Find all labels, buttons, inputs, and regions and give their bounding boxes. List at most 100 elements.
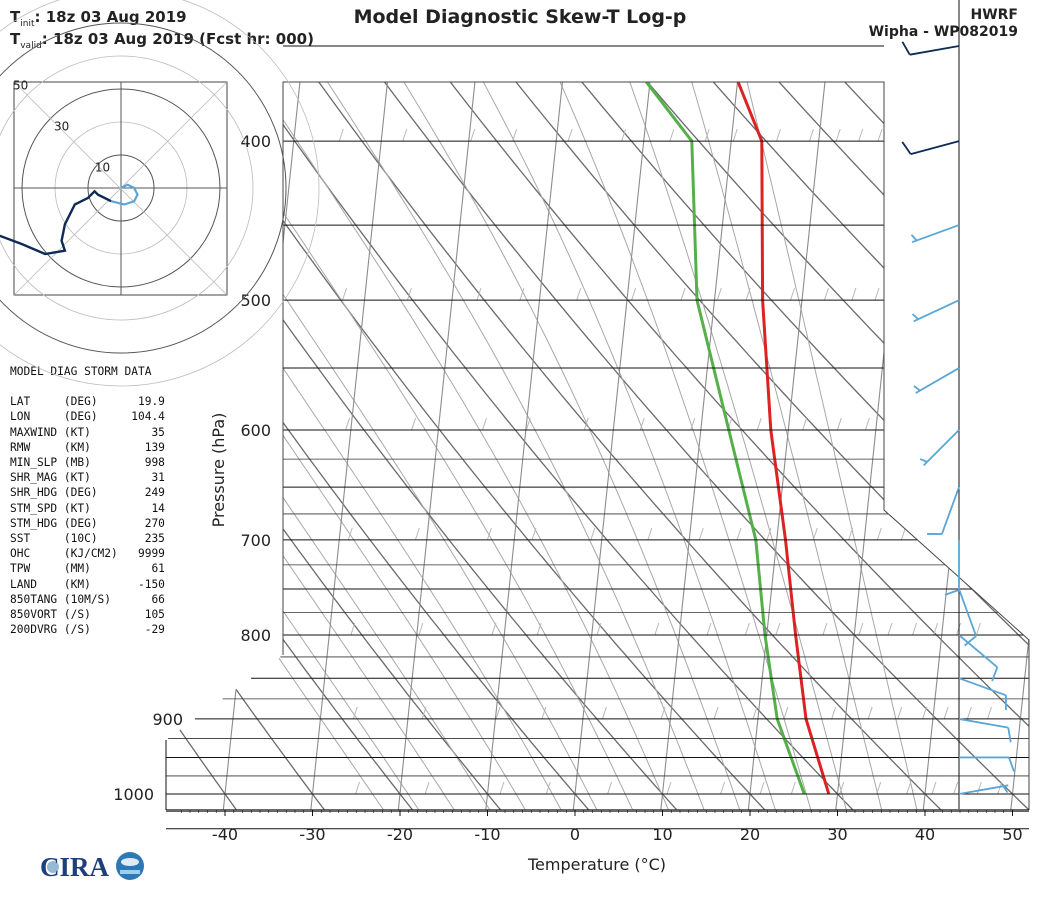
hodograph-diag [13, 81, 228, 296]
moist-adiabat [166, 82, 502, 810]
isotherm [0, 0, 48, 829]
logo-seal-cloud [121, 858, 139, 866]
hodograph-lower-trace [110, 183, 139, 206]
diag-row: SHR_HDG (DEG) 249 [10, 486, 165, 500]
dry-adiabat [166, 82, 517, 810]
mixing-ratio-mark [519, 287, 525, 301]
moist-adiabat [166, 82, 397, 810]
mixing-ratio-mark [864, 417, 870, 431]
dry-adiabat [166, 82, 606, 810]
mixing-ratio-mark [966, 706, 972, 720]
mixing-ratio-mark [706, 622, 712, 636]
mixing-ratio-mark [631, 287, 637, 301]
mixing-ratio-mark [406, 287, 412, 301]
dry-adiabat [166, 82, 1029, 810]
y-tick-label: 400 [240, 132, 271, 151]
moist-adiabat [545, 82, 887, 810]
isotherm [745, 82, 924, 810]
x-tick-label: 0 [570, 825, 580, 844]
mixing-ratio-mark [666, 781, 672, 795]
hodograph-ring-label: 30 [54, 120, 69, 134]
mixing-ratio-mark [809, 128, 814, 142]
mixing-ratio-mark [418, 622, 424, 636]
mixing-ratio-mark [897, 706, 903, 720]
x-tick-label: -40 [212, 825, 238, 844]
diag-row: OHC (KJ/CM2) 9999 [10, 547, 165, 561]
mixing-ratio-mark [876, 527, 882, 541]
mixing-ratio-mark [823, 287, 829, 301]
mixing-ratio-mark [647, 527, 653, 541]
dry-adiabat [166, 82, 1029, 810]
mixing-ratio-mark [752, 706, 758, 720]
mixing-ratio-mark [831, 706, 837, 720]
dry-adiabat [454, 82, 1029, 810]
barb-half [1002, 785, 1009, 794]
diag-row: STM_HDG (DEG) 270 [10, 516, 165, 530]
hodograph-ring [0, 22, 287, 354]
x-tick-label: -10 [474, 825, 500, 844]
barb-staff [910, 140, 960, 155]
mixing-ratio-mark [590, 527, 596, 541]
mixing-ratio-mark [953, 781, 959, 795]
dry-adiabat [166, 82, 695, 810]
mixing-ratio-mark [776, 128, 781, 142]
diag-row: LAT (DEG) 19.9 [10, 395, 165, 409]
mixing-ratio-mark [486, 527, 492, 541]
isotherm [1008, 82, 1029, 810]
mixing-ratio-mark [541, 706, 547, 720]
mixing-ratio-mark [411, 417, 417, 431]
mixing-ratio-mark [545, 781, 551, 795]
tinit-line: Tinit: 18z 03 Aug 2019 [10, 8, 187, 29]
mixing-ratio-mark [713, 706, 719, 720]
moist-adiabat [166, 82, 712, 810]
mixing-ratio-mark [525, 417, 531, 431]
dry-adiabat [590, 82, 1029, 810]
barb-half [910, 234, 918, 242]
wind-barb [958, 784, 1009, 795]
storm-name: Wipha - WP082019 [868, 24, 1018, 40]
mixing-ratio-mark [601, 706, 607, 720]
mixing-ratio-mark [822, 622, 828, 636]
barb-staff [958, 718, 1009, 729]
mixing-ratio-mark [352, 706, 358, 720]
mixing-ratio-mark [916, 128, 922, 142]
mixing-ratio-mark [720, 781, 726, 795]
y-tick-label: 800 [240, 626, 271, 645]
mixing-ratio-mark [858, 622, 864, 636]
barb-staff [958, 677, 1007, 697]
mixing-ratio-mark [596, 622, 602, 636]
mixing-ratio-mark [874, 287, 880, 301]
x-tick-label: -20 [387, 825, 413, 844]
barb-full [1008, 757, 1015, 772]
wind-barb [958, 718, 1012, 743]
mixing-ratio-mark [915, 287, 921, 301]
y-tick-label: 1000 [113, 785, 154, 804]
mixing-ratio-mark [894, 287, 900, 301]
mixing-ratio-mark [495, 706, 501, 720]
mixing-ratio-mark [338, 128, 344, 142]
mixing-ratio-mark [997, 781, 1003, 795]
mixing-ratio-mark [414, 527, 420, 541]
barb-full [964, 635, 977, 647]
diag-row: SHR_MAG (KT) 31 [10, 471, 165, 485]
x-tick-label: 30 [827, 825, 847, 844]
mixing-ratio-mark [790, 781, 796, 795]
diag-row: RMW (KM) 139 [10, 440, 165, 454]
hodograph-ring-label: 50 [13, 79, 28, 93]
hodograph-upper-trace [0, 189, 112, 256]
diag-row: SST (10C) 235 [10, 532, 165, 546]
barb-staff [941, 486, 960, 535]
cira-logo-graphic: CIRA [40, 852, 144, 882]
barb-half [911, 313, 919, 320]
mixing-ratio-mark [950, 417, 956, 431]
diag-title: MODEL DIAG STORM DATA [10, 365, 152, 378]
barb-staff [909, 45, 960, 56]
mixing-ratio-mark [756, 417, 762, 431]
mixing-ratio-mark [835, 128, 841, 142]
mixing-ratio-mark [355, 781, 360, 795]
wind-barb [919, 429, 960, 467]
mixing-ratio-mark [499, 781, 505, 795]
wind-barb [959, 756, 1015, 772]
isotherm [395, 82, 574, 810]
